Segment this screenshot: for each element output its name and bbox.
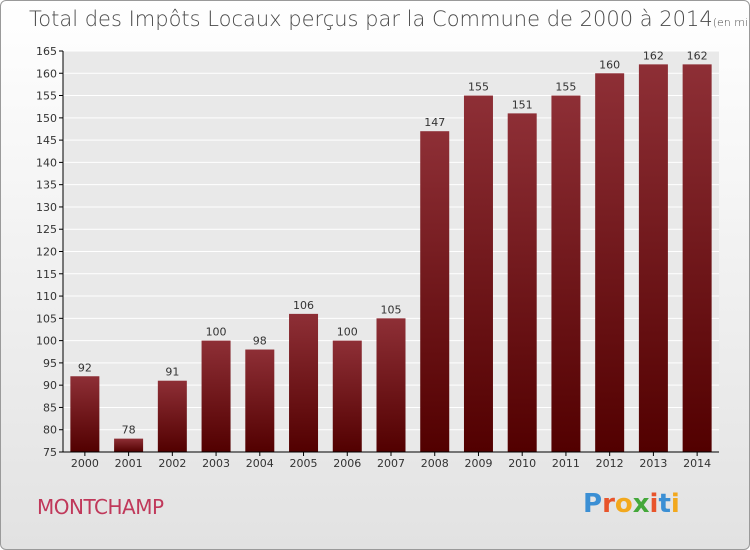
y-tick-label: 95 (43, 357, 57, 370)
y-tick-label: 80 (43, 424, 57, 437)
data-label: 155 (468, 81, 489, 94)
x-tick-label: 2000 (71, 457, 99, 470)
bar (463, 95, 493, 453)
x-tick-label: 2004 (246, 457, 274, 470)
data-label: 100 (206, 326, 227, 339)
bar (245, 349, 275, 452)
bar (201, 340, 231, 452)
y-tick-label: 150 (36, 112, 57, 125)
data-label: 100 (337, 326, 358, 339)
x-tick-label: 2002 (158, 457, 186, 470)
bar (289, 313, 319, 452)
bar (376, 318, 406, 452)
chart-title: Total des Impôts Locaux perçus par la Co… (29, 7, 749, 31)
logo-letter: i (649, 489, 659, 519)
x-tick-label: 2014 (683, 457, 711, 470)
y-tick-label: 85 (43, 401, 57, 414)
logo-letter: x (632, 489, 650, 519)
y-tick-label: 125 (36, 223, 57, 236)
chart-title-unit: (en milliers d'€) (712, 16, 749, 29)
y-tick-label: 110 (36, 290, 57, 303)
data-label: 151 (512, 98, 533, 111)
y-tick-label: 155 (36, 90, 57, 103)
y-tick-label: 120 (36, 246, 57, 259)
bar (507, 113, 537, 452)
bar (420, 131, 450, 452)
logo-letter: P (583, 489, 603, 519)
x-tick-label: 2006 (333, 457, 361, 470)
bar (70, 376, 100, 452)
y-tick-label: 105 (36, 312, 57, 325)
bar (595, 73, 625, 453)
data-label: 91 (165, 366, 179, 379)
y-tick-label: 130 (36, 201, 57, 214)
logo-letter: o (614, 489, 633, 519)
y-tick-label: 75 (43, 446, 57, 459)
data-label: 98 (253, 335, 267, 348)
y-tick-label: 90 (43, 379, 57, 392)
chart-title-text: Total des Impôts Locaux perçus par la Co… (29, 7, 713, 31)
bar (332, 340, 362, 452)
proxiti-logo: Proxiti (583, 489, 680, 519)
bar (551, 95, 581, 453)
data-label: 92 (78, 361, 92, 374)
data-label: 78 (122, 424, 136, 437)
y-tick-label: 140 (36, 156, 57, 169)
logo-letter: r (602, 489, 615, 519)
logo-letter: i (670, 489, 680, 519)
x-tick-label: 2013 (639, 457, 667, 470)
y-tick-label: 145 (36, 134, 57, 147)
commune-name: MONTCHAMP (37, 495, 164, 519)
x-tick-label: 2003 (202, 457, 230, 470)
x-tick-label: 2009 (464, 457, 492, 470)
bar (114, 438, 144, 452)
x-tick-label: 2005 (290, 457, 318, 470)
bar (157, 380, 187, 452)
y-tick-label: 165 (36, 45, 57, 58)
bar (638, 64, 668, 452)
x-tick-label: 2008 (421, 457, 449, 470)
x-tick-label: 2010 (508, 457, 536, 470)
data-label: 162 (643, 49, 664, 62)
y-tick-label: 135 (36, 179, 57, 192)
x-tick-label: 2012 (596, 457, 624, 470)
x-tick-label: 2011 (552, 457, 580, 470)
x-tick-label: 2007 (377, 457, 405, 470)
data-label: 106 (293, 299, 314, 312)
data-label: 162 (687, 49, 708, 62)
y-tick-label: 100 (36, 335, 57, 348)
y-tick-label: 115 (36, 268, 57, 281)
logo-letter: t (658, 489, 671, 519)
x-tick-label: 2001 (115, 457, 143, 470)
data-label: 105 (381, 303, 402, 316)
y-tick-label: 160 (36, 67, 57, 80)
data-label: 147 (424, 116, 445, 129)
data-label: 160 (599, 58, 620, 71)
bar (682, 64, 712, 452)
data-label: 155 (555, 81, 576, 94)
